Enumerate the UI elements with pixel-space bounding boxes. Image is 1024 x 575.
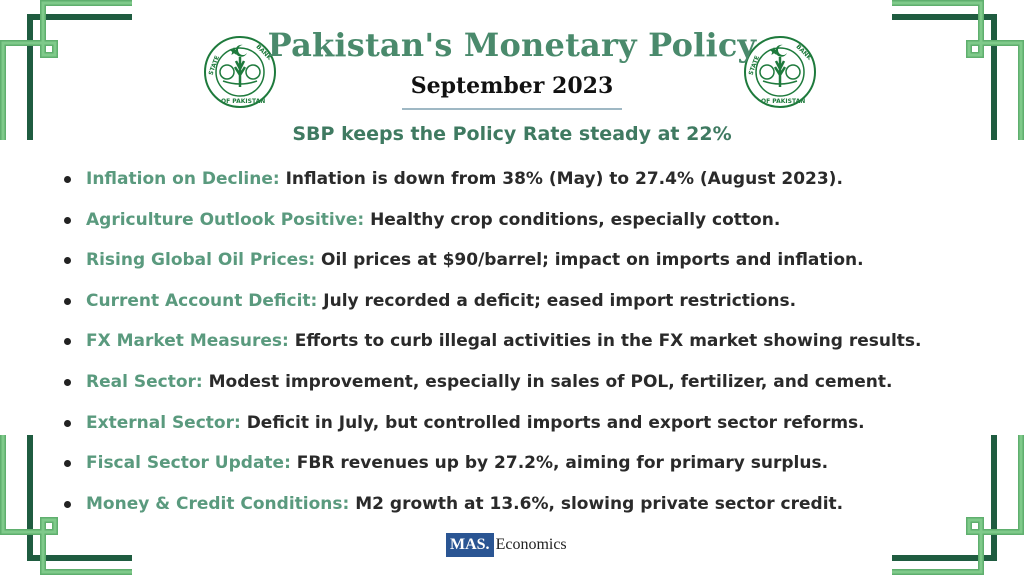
point-text: Oil prices at $90/barrel; impact on impo… (315, 250, 864, 271)
list-item: FX Market Measures: Efforts to curb ille… (62, 323, 962, 364)
bullet-icon (64, 257, 71, 265)
point-label: Money & Credit Conditions: (86, 493, 350, 514)
corner-knot-icon (0, 0, 132, 140)
bullet-icon (64, 297, 71, 305)
page-subtitle-date: September 2023 (410, 73, 614, 99)
corner-ornament-bottom-right (884, 435, 1024, 575)
list-item: Money & Credit Conditions: M2 growth at … (62, 486, 962, 527)
point-label: Inflation on Decline: (86, 169, 280, 189)
point-text: Efforts to curb illegal activities in th… (288, 331, 922, 352)
list-item: Real Sector: Modest improvement, especia… (62, 364, 962, 405)
state-bank-seal-icon: STATE BANK OF PAKISTAN (204, 36, 276, 108)
point-text: M2 growth at 13.6%, slowing private sect… (349, 493, 844, 514)
sbp-seal-right: STATE BANK OF PAKISTAN (743, 35, 817, 109)
corner-ornament-top-right (884, 0, 1024, 140)
brand-text: Economics (495, 536, 567, 553)
corner-ornament-top-left (0, 0, 140, 140)
corner-ornament-bottom-left (0, 435, 140, 575)
header-divider (402, 108, 622, 110)
list-item: Inflation on Decline: Inflation is down … (62, 161, 962, 202)
point-text: Deficit in July, but controlled imports … (240, 412, 865, 433)
list-item: Current Account Deficit: July recorded a… (62, 283, 962, 324)
point-label: Real Sector: (86, 371, 203, 392)
point-label: Rising Global Oil Prices: (86, 250, 316, 271)
bullet-icon (64, 460, 71, 468)
corner-knot-icon (0, 435, 132, 575)
list-item: Agriculture Outlook Positive: Healthy cr… (62, 202, 962, 243)
point-text: Inflation is down from 38% (May) to 27.4… (279, 169, 843, 189)
point-label: Current Account Deficit: (86, 290, 318, 311)
svg-text:OF PAKISTAN: OF PAKISTAN (761, 98, 805, 105)
state-bank-seal-icon: STATE BANK OF PAKISTAN (744, 36, 816, 108)
sbp-seal-left: STATE BANK OF PAKISTAN (203, 35, 277, 109)
svg-text:OF PAKISTAN: OF PAKISTAN (221, 98, 265, 105)
point-label: FX Market Measures: (86, 331, 289, 352)
point-label: External Sector: (86, 412, 241, 433)
key-points-list: Inflation on Decline: Inflation is down … (62, 161, 962, 526)
point-text: FBR revenues up by 27.2%, aiming for pri… (290, 453, 829, 474)
point-text: Healthy crop conditions, especially cott… (364, 209, 781, 230)
list-item: Fiscal Sector Update: FBR revenues up by… (62, 445, 962, 486)
page-title: Pakistan's Monetary Policy (267, 26, 757, 64)
point-text: Modest improvement, especially in sales … (202, 371, 893, 392)
point-text: July recorded a deficit; eased import re… (317, 290, 797, 311)
point-label: Agriculture Outlook Positive: (86, 209, 365, 230)
bullet-icon (64, 176, 71, 183)
bullet-icon (64, 419, 71, 427)
point-label: Fiscal Sector Update: (86, 453, 291, 474)
policy-rate-headline: SBP keeps the Policy Rate steady at 22% (292, 123, 732, 145)
corner-knot-icon (892, 0, 1024, 140)
bullet-icon (64, 216, 71, 224)
list-item: External Sector: Deficit in July, but co… (62, 405, 962, 446)
brand-box: MAS. (446, 533, 494, 557)
bullet-icon (64, 500, 71, 508)
bullet-icon (64, 338, 71, 346)
corner-knot-icon (892, 435, 1024, 575)
list-item: Rising Global Oil Prices: Oil prices at … (62, 242, 962, 283)
mas-economics-logo: MAS. Economics (446, 533, 567, 557)
bullet-icon (64, 378, 71, 386)
